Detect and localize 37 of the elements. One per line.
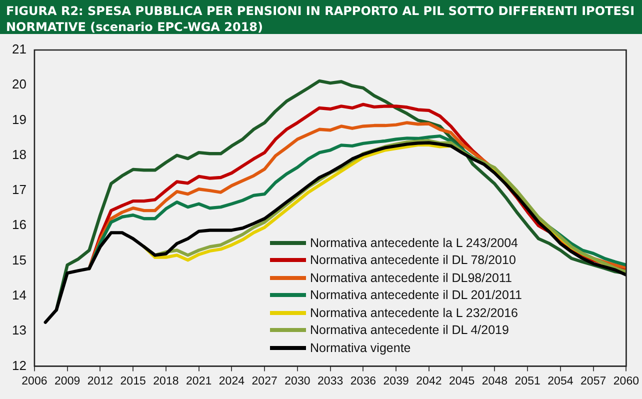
y-tick-label: 21 <box>12 42 26 57</box>
x-tick-label: 2015 <box>120 375 146 388</box>
legend-label: Normativa antecedente il DL 201/2011 <box>310 288 522 302</box>
y-tick-label: 13 <box>12 322 26 338</box>
x-tick-label: 2048 <box>482 375 508 388</box>
legend-label: Normativa antecedente la L 232/2016 <box>310 306 518 320</box>
x-tick-label: 2027 <box>252 375 278 388</box>
x-tick-label: 2051 <box>514 375 540 388</box>
x-tick-label: 2018 <box>153 375 179 388</box>
legend-label: Normativa vigente <box>310 340 411 355</box>
y-tick-label: 16 <box>12 217 26 232</box>
y-tick-label: 20 <box>12 76 26 92</box>
x-tick-label: 2006 <box>22 375 48 388</box>
x-tick-label: 2009 <box>54 375 80 388</box>
x-tick-label: 2039 <box>383 375 409 388</box>
x-tick-label: 2024 <box>218 375 246 388</box>
x-tick-label: 2012 <box>87 375 114 388</box>
x-tick-label: 2030 <box>284 375 310 388</box>
x-tick-label: 2042 <box>416 375 442 388</box>
chart-title: FIGURA R2: SPESA PUBBLICA PER PENSIONI IN RAPPORTO AL PIL SOTTO DIFFERENTI IPOTESI NORMATIVE (scenario EPC-WGA 2018) <box>0 0 642 34</box>
legend-label: Normativa antecedente il DL98/2011 <box>310 270 512 285</box>
x-tick-label: 2045 <box>449 375 475 388</box>
x-tick-label: 2057 <box>580 375 606 388</box>
y-tick-label: 14 <box>12 288 26 303</box>
x-tick-label: 2054 <box>548 375 574 388</box>
x-tick-label: 2060 <box>613 375 640 388</box>
y-tick-label: 17 <box>12 182 26 198</box>
y-tick-label: 15 <box>12 252 26 268</box>
y-tick-label: 12 <box>12 358 26 373</box>
legend-label: Normativa antecedente il DL 4/2019 <box>310 323 509 338</box>
x-tick-label: 2033 <box>318 375 344 388</box>
legend-label: Normativa antecedente il DL 78/2010 <box>310 253 516 268</box>
x-tick-label: 2036 <box>350 375 376 388</box>
x-tick-label: 2021 <box>186 375 212 388</box>
y-tick-label: 18 <box>12 146 26 162</box>
legend-label: Normativa antecedente la L 243/2004 <box>310 236 518 250</box>
y-tick-label: 19 <box>12 112 26 127</box>
